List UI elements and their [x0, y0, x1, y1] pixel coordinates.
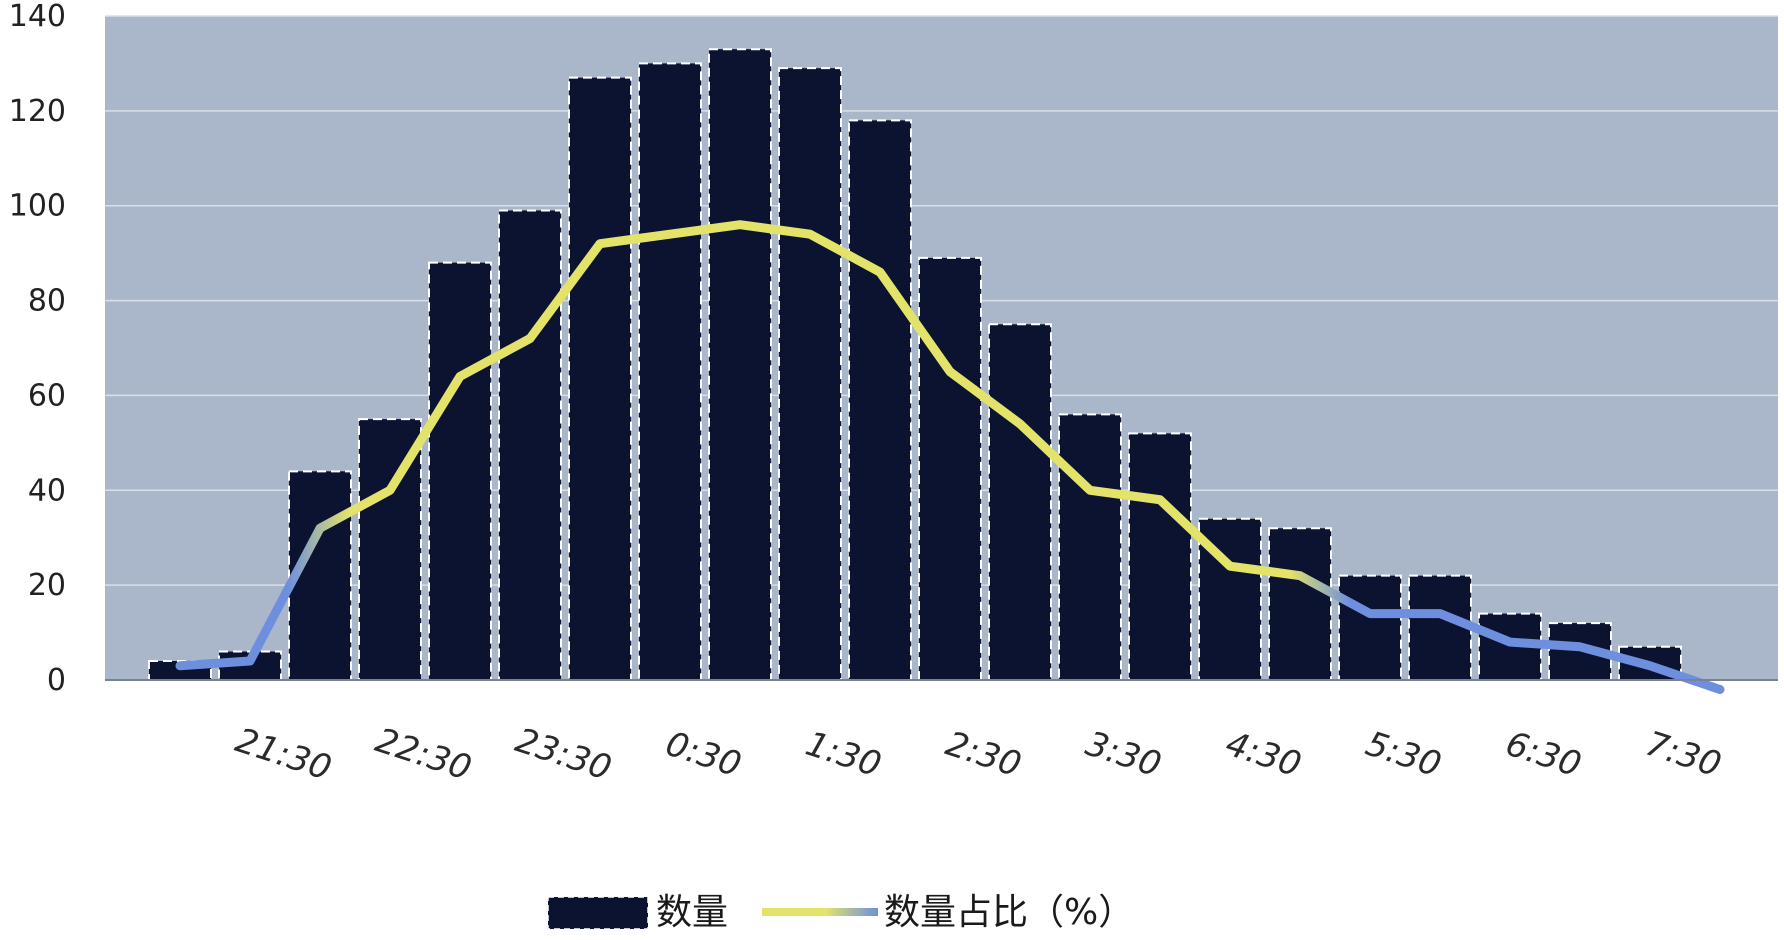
bar — [918, 256, 982, 681]
y-tick-label: 60 — [28, 378, 66, 413]
y-tick-label: 140 — [9, 0, 66, 34]
bar — [1408, 574, 1472, 682]
x-tick-label: 2:30 — [941, 724, 1026, 786]
bar — [568, 76, 632, 681]
x-tick-label: 3:30 — [1081, 724, 1166, 786]
bar — [1268, 527, 1332, 681]
bar — [778, 67, 842, 681]
legend-label: 数量占比（%） — [884, 892, 1134, 933]
y-tick-label: 120 — [9, 94, 66, 129]
x-tick-label: 22:30 — [371, 720, 477, 788]
series-line — [175, 220, 1725, 694]
y-tick-label: 40 — [28, 473, 66, 508]
legend-item-line: 数量占比（%） — [762, 892, 1134, 933]
legend-item-bar: 数量 — [547, 892, 728, 933]
bar — [848, 119, 912, 682]
bar — [1128, 432, 1192, 681]
bar — [988, 323, 1052, 681]
x-tick-label: 21:30 — [231, 720, 337, 788]
x-tick-label: 5:30 — [1361, 724, 1446, 786]
y-tick-label: 100 — [9, 189, 66, 224]
bar — [498, 209, 562, 681]
bar — [358, 418, 422, 681]
x-tick-label: 0:30 — [661, 724, 746, 786]
bar — [708, 48, 772, 681]
bar — [1058, 413, 1122, 681]
x-tick-label: 23:30 — [511, 720, 617, 788]
y-tick-label: 0 — [47, 663, 66, 698]
x-tick-label: 1:30 — [801, 724, 886, 786]
bar — [1338, 574, 1402, 682]
bar — [428, 261, 492, 681]
x-tick-label: 7:30 — [1641, 724, 1726, 786]
x-tick-label: 6:30 — [1501, 724, 1586, 786]
legend-label: 数量 — [656, 892, 728, 933]
bar — [638, 62, 702, 681]
y-tick-label: 80 — [28, 284, 66, 319]
x-tick-label: 4:30 — [1221, 724, 1306, 786]
legend-swatch-bar — [547, 896, 649, 930]
y-tick-label: 20 — [28, 568, 66, 603]
